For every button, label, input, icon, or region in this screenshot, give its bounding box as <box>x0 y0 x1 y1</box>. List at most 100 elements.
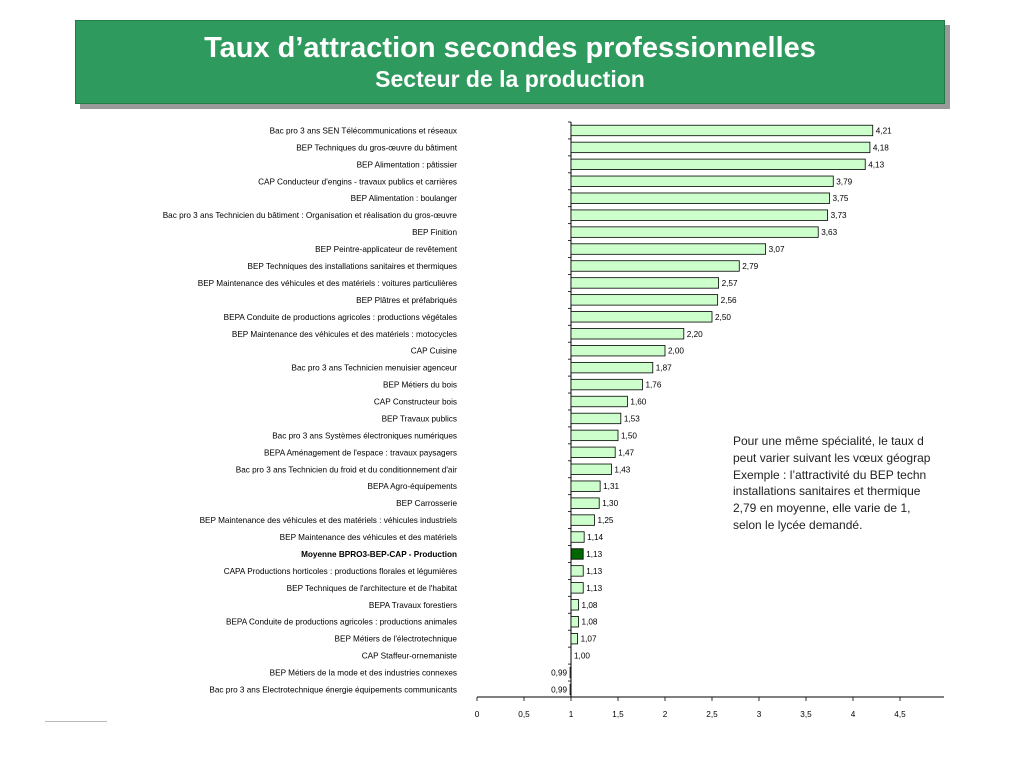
bar <box>570 463 612 475</box>
category-label: BEP Techniques du gros-œuvre du bâtiment <box>296 143 458 152</box>
data-label: 2,00 <box>668 347 684 356</box>
bar <box>570 141 871 154</box>
bar <box>570 616 579 628</box>
bar <box>570 582 584 594</box>
page-title: Taux d’attraction secondes professionnel… <box>204 32 816 64</box>
bar <box>570 446 616 458</box>
bar <box>570 277 719 289</box>
bar <box>570 209 829 221</box>
data-label: 3,73 <box>831 211 847 220</box>
bar <box>570 429 619 442</box>
category-label: CAP Staffeur-ornemaniste <box>362 652 458 661</box>
explanation-note: Pour une même spécialité, le taux d peut… <box>733 433 944 533</box>
bar <box>570 412 622 425</box>
data-label: 4,13 <box>868 160 884 169</box>
data-label: 4,21 <box>876 126 892 135</box>
category-label: BEPA Aménagement de l'espace : travaux p… <box>264 448 457 457</box>
category-label: BEP Maintenance des véhicules et des mat… <box>200 516 457 525</box>
x-tick-label: 3,5 <box>800 710 812 719</box>
category-label: BEP Techniques de l'architecture et de l… <box>287 584 458 593</box>
data-label: 2,56 <box>721 296 737 305</box>
category-label: BEP Finition <box>412 228 457 237</box>
category-label: Bac pro 3 ans Technicien du bâtiment : O… <box>163 211 458 220</box>
data-label: 0,99 <box>551 669 567 678</box>
x-tick-label: 1 <box>569 710 574 719</box>
note-line: peut varier suivant les vœux géograp <box>733 450 931 465</box>
category-label: Moyenne BPRO3-BEP-CAP - Production <box>301 550 457 559</box>
data-label: 1,13 <box>586 567 602 576</box>
data-label: 3,07 <box>769 245 785 254</box>
data-label: 1,50 <box>621 431 637 440</box>
category-label: BEP Métiers du bois <box>383 381 457 390</box>
data-label: 1,00 <box>574 652 590 661</box>
category-label: BEPA Conduite de productions agricoles :… <box>226 618 457 627</box>
data-label: 1,31 <box>603 482 619 491</box>
data-label: 2,57 <box>722 279 738 288</box>
data-label: 1,08 <box>582 601 598 610</box>
data-label: 1,43 <box>614 465 630 474</box>
data-label: 3,75 <box>833 194 849 203</box>
data-label: 1,30 <box>602 499 618 508</box>
note-line: Pour une même spécialité, le taux d <box>733 434 924 448</box>
bar <box>569 683 572 696</box>
data-label: 3,63 <box>821 228 837 237</box>
page-subtitle: Secteur de la production <box>375 66 645 92</box>
bar <box>570 328 685 340</box>
category-label: BEP Travaux publics <box>382 414 457 423</box>
category-label: BEP Alimentation : pâtissier <box>357 160 458 169</box>
bar <box>570 361 654 374</box>
category-label: CAPA Productions horticoles : production… <box>224 567 457 576</box>
category-label: Bac pro 3 ans SEN Télécommunications et … <box>270 126 457 135</box>
data-label: 0,99 <box>551 685 567 694</box>
note-line: 2,79 en moyenne, elle varie de 1, <box>733 501 911 516</box>
note-line: installations sanitaires et thermique <box>733 484 921 499</box>
bar <box>570 124 874 137</box>
bar <box>570 514 595 526</box>
data-label: 1,53 <box>624 414 640 423</box>
x-tick-label: 4,5 <box>894 710 906 719</box>
category-label: BEP Maintenance des véhicules et des mat… <box>198 279 457 288</box>
category-label: CAP Constructeur bois <box>374 398 457 407</box>
bar <box>570 311 713 323</box>
data-label: 2,79 <box>742 262 758 271</box>
data-label: 1,13 <box>586 584 602 593</box>
category-label: BEP Alimentation : boulanger <box>351 194 458 203</box>
category-label: BEP Peintre-applicateur de revêtement <box>315 245 458 254</box>
bar <box>570 158 866 171</box>
category-label: BEPA Agro-équipements <box>367 482 457 491</box>
data-label: 1,14 <box>587 533 603 542</box>
bar <box>570 548 584 560</box>
category-label: BEP Carrosserie <box>396 499 457 508</box>
data-label: 1,08 <box>582 618 598 627</box>
bar <box>570 395 628 408</box>
category-label: Bac pro 3 ans Technicien du froid et du … <box>236 465 458 474</box>
bar <box>570 378 643 391</box>
bar <box>570 599 579 611</box>
bar <box>570 260 740 272</box>
bar <box>570 497 600 509</box>
data-label: 3,79 <box>836 177 852 186</box>
category-label: Bac pro 3 ans Electrotechnique énergie é… <box>209 685 457 694</box>
bar <box>570 226 819 238</box>
bar <box>570 480 601 492</box>
note-line: selon le lycée demandé. <box>733 517 863 532</box>
category-label: BEP Métiers de la mode et des industries… <box>270 669 457 678</box>
bar <box>570 565 584 577</box>
data-label: 1,13 <box>586 550 602 559</box>
category-label: Bac pro 3 ans Technicien menuisier agenc… <box>291 364 457 373</box>
data-label: 1,60 <box>630 398 646 407</box>
x-tick-label: 4 <box>851 710 856 719</box>
title-banner: Taux d’attraction secondes professionnel… <box>75 20 945 104</box>
footer-divider <box>45 721 107 722</box>
data-label: 1,07 <box>581 635 597 644</box>
x-tick-label: 2 <box>663 710 668 719</box>
data-label: 1,25 <box>598 516 614 525</box>
data-label: 4,18 <box>873 143 889 152</box>
bar <box>569 666 572 679</box>
bar <box>570 633 578 645</box>
bar <box>570 294 719 306</box>
category-label: BEP Plâtres et préfabriqués <box>356 296 457 305</box>
category-label: BEPA Conduite de productions agricoles :… <box>224 313 457 322</box>
bar <box>570 243 766 255</box>
